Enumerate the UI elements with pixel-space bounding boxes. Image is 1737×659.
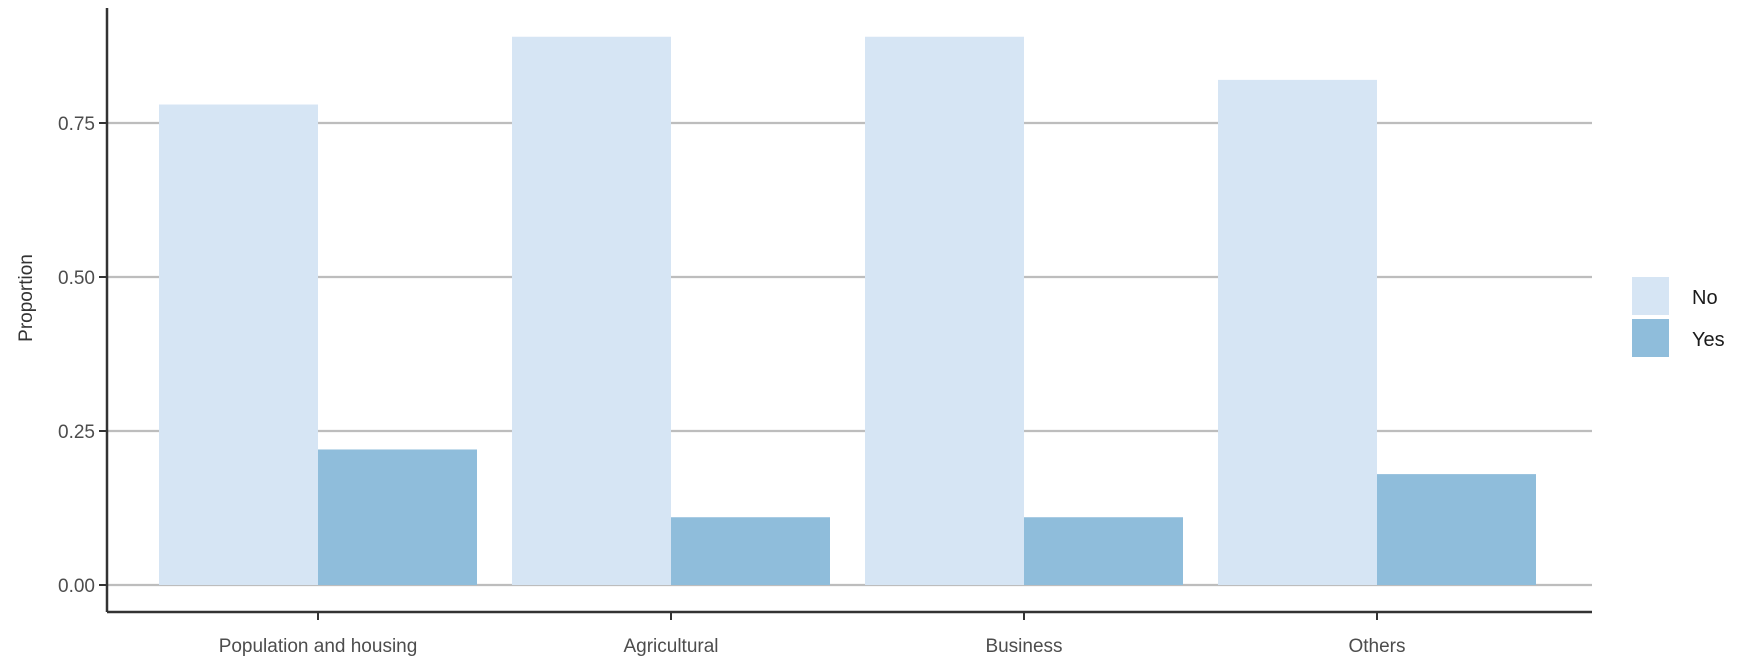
bar-yes [318,449,477,585]
legend: No Yes [1632,277,1725,357]
y-ticks: 0.00 0.25 0.50 0.75 [58,114,107,597]
bar-no [159,104,318,586]
bars [159,36,1536,586]
bar-yes [1024,517,1183,585]
bar-yes [671,517,830,585]
x-tick-label: Business [985,636,1062,657]
y-tick-label: 0.50 [58,268,95,289]
bar-no [512,36,671,585]
legend-key-yes [1632,319,1669,357]
axes [105,8,1592,614]
legend-key-no [1632,277,1669,315]
bar-yes [1377,474,1536,585]
x-tick-label: Others [1348,636,1405,657]
x-tick-label: Agricultural [623,636,718,657]
x-tick-label: Population and housing [219,636,418,657]
legend-label-yes: Yes [1692,329,1725,351]
y-tick-label: 0.25 [58,422,95,443]
bar-no [1218,79,1377,585]
y-tick-label: 0.00 [58,576,95,597]
x-ticks: Population and housing Agricultural Busine… [219,612,1406,657]
y-tick-label: 0.75 [58,114,95,135]
legend-label-no: No [1692,287,1718,309]
y-axis-title: Proportion [16,254,37,342]
bar-no [865,36,1024,585]
